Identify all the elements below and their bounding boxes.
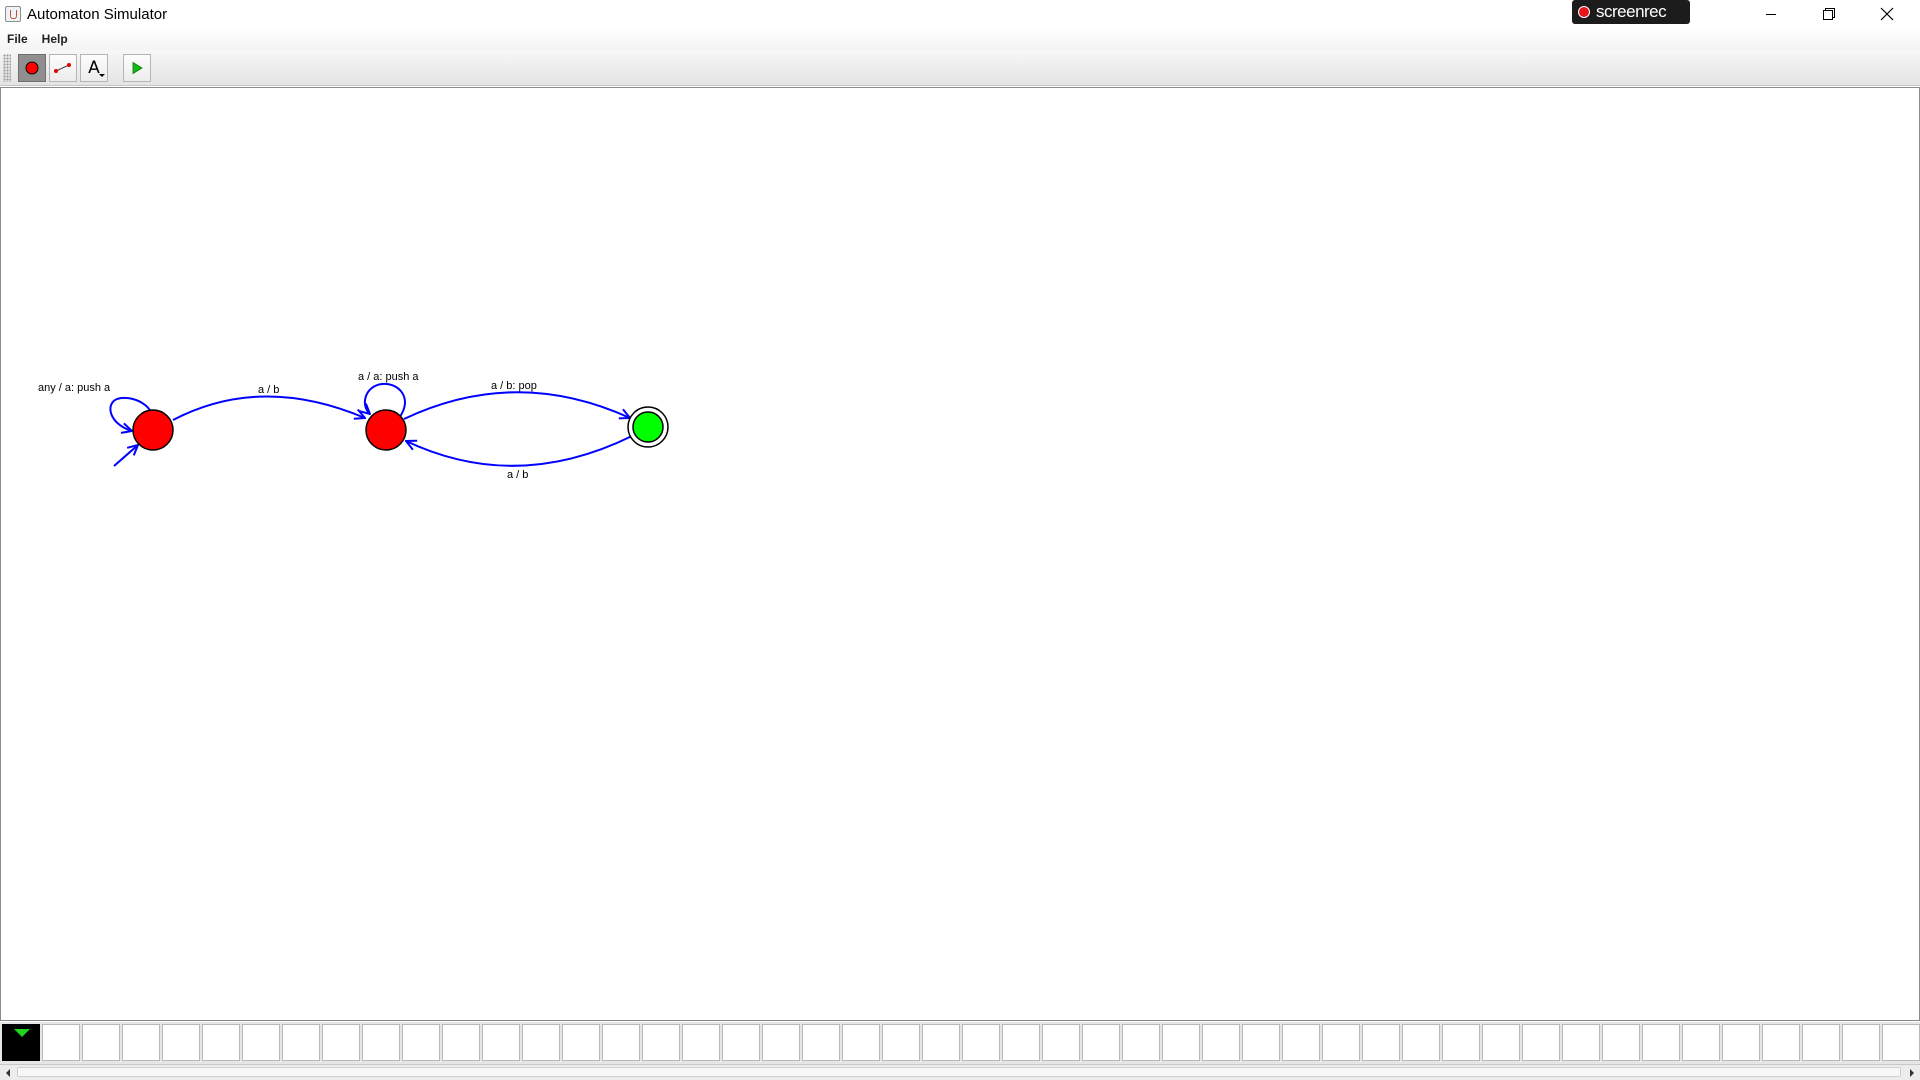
close-button[interactable] <box>1858 0 1916 28</box>
title-bar: Automaton Simulator screenrec <box>0 0 1920 28</box>
tape-cell[interactable] <box>1882 1024 1920 1061</box>
tape-cell[interactable] <box>282 1024 320 1061</box>
tape-cell[interactable] <box>842 1024 880 1061</box>
tape-cell[interactable] <box>402 1024 440 1061</box>
transition-arrow-icon <box>54 63 71 73</box>
add-state-tool[interactable] <box>18 54 46 82</box>
tape-cell[interactable] <box>1242 1024 1280 1061</box>
tape-cell[interactable] <box>1282 1024 1320 1061</box>
tape-cell[interactable] <box>1042 1024 1080 1061</box>
add-text-tool[interactable]: A <box>80 54 108 82</box>
toolbar: A <box>0 50 1920 86</box>
edge-q1-q2[interactable] <box>403 391 630 420</box>
tape-cell[interactable] <box>562 1024 600 1061</box>
menu-help[interactable]: Help <box>41 32 68 46</box>
tape-cell[interactable] <box>1162 1024 1200 1061</box>
tape-cell[interactable] <box>122 1024 160 1061</box>
tape-cell[interactable] <box>322 1024 360 1061</box>
tape-cell[interactable] <box>42 1024 80 1061</box>
scroll-left-icon <box>6 1068 10 1077</box>
tape-cell[interactable] <box>1722 1024 1760 1061</box>
tape-cell[interactable] <box>1122 1024 1160 1061</box>
tape-cell[interactable] <box>362 1024 400 1061</box>
tape-cell[interactable] <box>602 1024 640 1061</box>
tape-cell[interactable] <box>1642 1024 1680 1061</box>
tape-cell[interactable] <box>1442 1024 1480 1061</box>
edge-label-q0-q0: any / a: push a <box>38 382 111 394</box>
edge-label-q0-q1: a / b <box>258 384 279 396</box>
tape-cell[interactable] <box>1802 1024 1840 1061</box>
tape-cell[interactable] <box>442 1024 480 1061</box>
automaton-canvas[interactable]: any / a: push a a / b a / a: push a a / … <box>0 87 1920 1021</box>
tape-cell[interactable] <box>642 1024 680 1061</box>
state-q2-accepting[interactable] <box>627 406 669 448</box>
edge-q0-q1[interactable] <box>172 395 365 421</box>
horizontal-scrollbar[interactable] <box>0 1064 1920 1080</box>
tape-cell[interactable] <box>1402 1024 1440 1061</box>
scroll-left-button[interactable] <box>0 1065 16 1080</box>
menu-file[interactable]: File <box>7 32 28 46</box>
edge-label-q1-q1: a / a: push a <box>358 371 419 383</box>
automaton-diagram[interactable]: any / a: push a a / b a / a: push a a / … <box>1 88 1919 1020</box>
tape-cell[interactable] <box>922 1024 960 1061</box>
tape-cell[interactable] <box>1202 1024 1240 1061</box>
tape-cell[interactable] <box>682 1024 720 1061</box>
tape-cell[interactable] <box>1082 1024 1120 1061</box>
tape-cell[interactable] <box>482 1024 520 1061</box>
state-q0[interactable] <box>132 409 174 451</box>
tape-cell[interactable] <box>762 1024 800 1061</box>
tape-cell[interactable] <box>82 1024 120 1061</box>
screenrec-label: screenrec <box>1596 2 1667 21</box>
tape-cell[interactable] <box>1762 1024 1800 1061</box>
edge-q2-q1[interactable] <box>406 435 633 467</box>
tape-cell[interactable] <box>202 1024 240 1061</box>
tape-head-cell[interactable] <box>2 1024 40 1061</box>
play-icon <box>132 61 143 75</box>
close-icon <box>1880 7 1894 21</box>
restore-icon <box>1823 8 1835 20</box>
tape-cell[interactable] <box>962 1024 1000 1061</box>
screenrec-badge[interactable]: screenrec <box>1572 0 1690 24</box>
tape-cell[interactable] <box>882 1024 920 1061</box>
run-tool[interactable] <box>123 54 151 82</box>
tape-cell[interactable] <box>162 1024 200 1061</box>
red-circle-icon <box>25 61 39 75</box>
initial-state-arrow <box>113 445 138 467</box>
tape-cell[interactable] <box>1322 1024 1360 1061</box>
edge-label-q1-q2: a / b: pop <box>491 380 537 392</box>
tape-cell[interactable] <box>1682 1024 1720 1061</box>
tape-cell[interactable] <box>1842 1024 1880 1061</box>
tape-cell[interactable] <box>722 1024 760 1061</box>
java-app-icon <box>5 6 21 22</box>
tape-cell[interactable] <box>802 1024 840 1061</box>
scroll-right-icon <box>1910 1068 1914 1077</box>
tape-cell[interactable] <box>522 1024 560 1061</box>
text-a-icon: A <box>88 58 100 78</box>
state-q1[interactable] <box>365 409 407 451</box>
minimize-button[interactable] <box>1742 0 1800 28</box>
scroll-thumb[interactable] <box>17 1067 1901 1077</box>
tape-cell[interactable] <box>1562 1024 1600 1061</box>
tape-cell[interactable] <box>1482 1024 1520 1061</box>
input-tape[interactable] <box>0 1022 1920 1064</box>
tape-cell[interactable] <box>1362 1024 1400 1061</box>
tape-cell[interactable] <box>1002 1024 1040 1061</box>
toolbar-grip[interactable] <box>3 54 11 82</box>
edge-label-q2-q1: a / b <box>507 469 528 481</box>
tape-cell[interactable] <box>242 1024 280 1061</box>
restore-button[interactable] <box>1800 0 1858 28</box>
scroll-right-button[interactable] <box>1904 1065 1920 1080</box>
record-dot-icon <box>1578 6 1590 18</box>
tape-cell[interactable] <box>1602 1024 1640 1061</box>
edge-q1-q1[interactable] <box>365 382 406 419</box>
minimize-icon <box>1766 14 1776 15</box>
tape-cell[interactable] <box>1522 1024 1560 1061</box>
window-title: Automaton Simulator <box>27 5 168 23</box>
menu-bar: File Help <box>0 28 1920 50</box>
dropdown-caret-icon <box>99 74 105 77</box>
add-transition-tool[interactable] <box>49 54 77 82</box>
